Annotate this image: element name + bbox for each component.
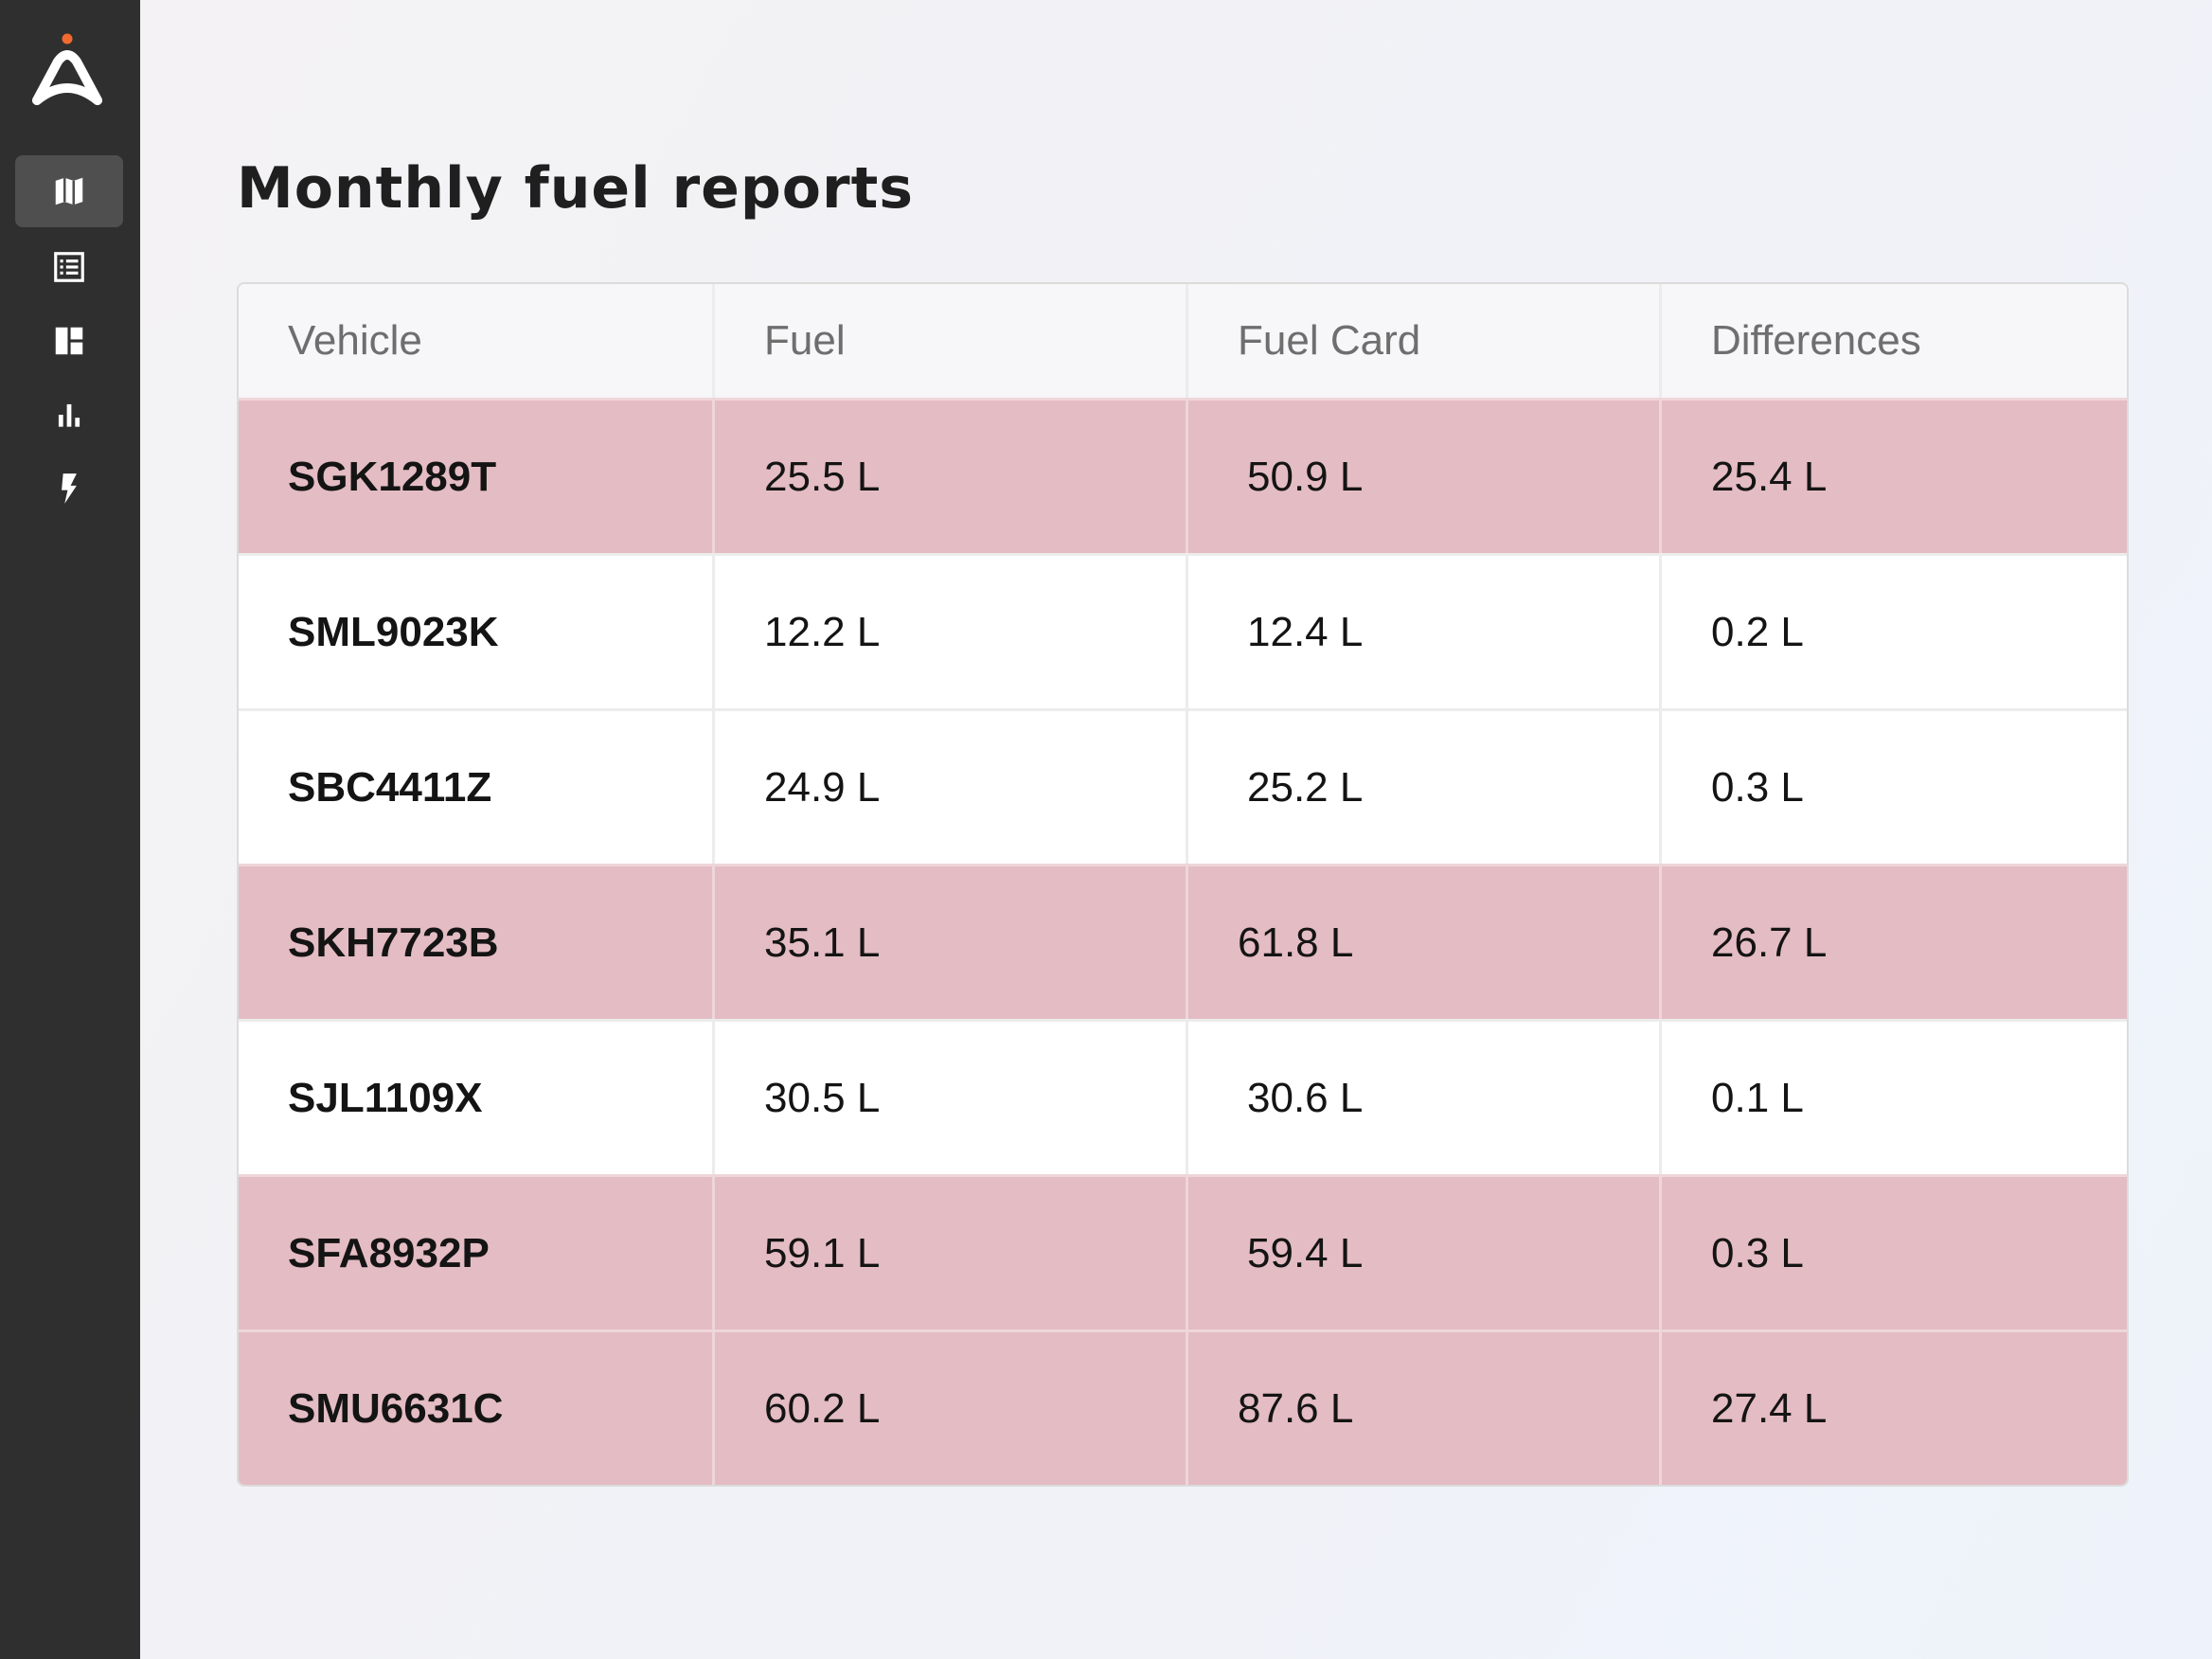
- vehicle-cell: SFA8932P: [288, 1229, 490, 1276]
- fuel-cell: 59.1 L: [712, 1177, 1186, 1329]
- table-header-row: Vehicle Fuel Fuel Card Differences: [239, 284, 2127, 398]
- fuel-card-cell: 87.6 L: [1186, 1332, 1659, 1485]
- sidebar-item-dashboard[interactable]: [15, 305, 123, 377]
- column-header-fuel[interactable]: Fuel: [712, 284, 1186, 398]
- bar-chart-icon: [58, 403, 80, 427]
- sidebar: [0, 0, 140, 1659]
- sidebar-item-reports[interactable]: [15, 379, 123, 451]
- fuel-cell: 12.2 L: [712, 556, 1186, 708]
- fuel-report-table: Vehicle Fuel Fuel Card Differences SGK12…: [237, 282, 2129, 1487]
- vehicle-cell: SBC4411Z: [288, 763, 492, 811]
- vehicle-cell: SML9023K: [288, 608, 499, 655]
- difference-cell: 0.1 L: [1659, 1022, 2127, 1174]
- column-header-differences[interactable]: Differences: [1659, 284, 2127, 398]
- difference-cell: 0.3 L: [1659, 711, 2127, 864]
- column-header-fuel-card[interactable]: Fuel Card: [1186, 284, 1659, 398]
- vehicle-cell: SGK1289T: [288, 453, 497, 500]
- table-row[interactable]: SBC4411Z 24.9 L 25.2 L 0.3 L: [239, 708, 2127, 864]
- fuel-cell: 60.2 L: [712, 1332, 1186, 1485]
- difference-cell: 26.7 L: [1659, 866, 2127, 1019]
- brand-logo[interactable]: [28, 28, 106, 110]
- fuel-card-cell: 12.4 L: [1186, 556, 1659, 708]
- sidebar-item-map[interactable]: [15, 155, 123, 227]
- fuel-cell: 24.9 L: [712, 711, 1186, 864]
- dashboard-icon: [55, 327, 83, 355]
- difference-cell: 0.2 L: [1659, 556, 2127, 708]
- fuel-card-cell: 50.9 L: [1186, 401, 1659, 553]
- fuel-card-cell: 30.6 L: [1186, 1022, 1659, 1174]
- vehicle-cell: SMU6631C: [288, 1384, 504, 1432]
- difference-cell: 0.3 L: [1659, 1177, 2127, 1329]
- fuel-cell: 35.1 L: [712, 866, 1186, 1019]
- sidebar-item-automations[interactable]: [15, 453, 123, 525]
- fuel-card-cell: 59.4 L: [1186, 1177, 1659, 1329]
- table-row[interactable]: SJL1109X 30.5 L 30.6 L 0.1 L: [239, 1019, 2127, 1174]
- page-title: Monthly fuel reports: [237, 155, 915, 222]
- vehicle-cell: SJL1109X: [288, 1074, 483, 1121]
- fuel-card-cell: 61.8 L: [1186, 866, 1659, 1019]
- column-header-vehicle[interactable]: Vehicle: [288, 317, 422, 364]
- difference-cell: 25.4 L: [1659, 401, 2127, 553]
- difference-cell: 27.4 L: [1659, 1332, 2127, 1485]
- map-icon: [55, 177, 83, 205]
- vehicle-cell: SKH7723B: [288, 919, 499, 966]
- fuel-cell: 30.5 L: [712, 1022, 1186, 1174]
- table-row[interactable]: SKH7723B 35.1 L 61.8 L 26.7 L: [239, 864, 2127, 1019]
- table-row[interactable]: SGK1289T 25.5 L 50.9 L 25.4 L: [239, 398, 2127, 553]
- fuel-cell: 25.5 L: [712, 401, 1186, 553]
- sidebar-item-list[interactable]: [15, 231, 123, 303]
- table-row[interactable]: SML9023K 12.2 L 12.4 L 0.2 L: [239, 553, 2127, 708]
- table-row[interactable]: SMU6631C 60.2 L 87.6 L 27.4 L: [239, 1329, 2127, 1485]
- fuel-card-cell: 25.2 L: [1186, 711, 1659, 864]
- list-icon: [54, 252, 84, 282]
- table-row[interactable]: SFA8932P 59.1 L 59.4 L 0.3 L: [239, 1174, 2127, 1329]
- lightning-icon: [62, 473, 77, 504]
